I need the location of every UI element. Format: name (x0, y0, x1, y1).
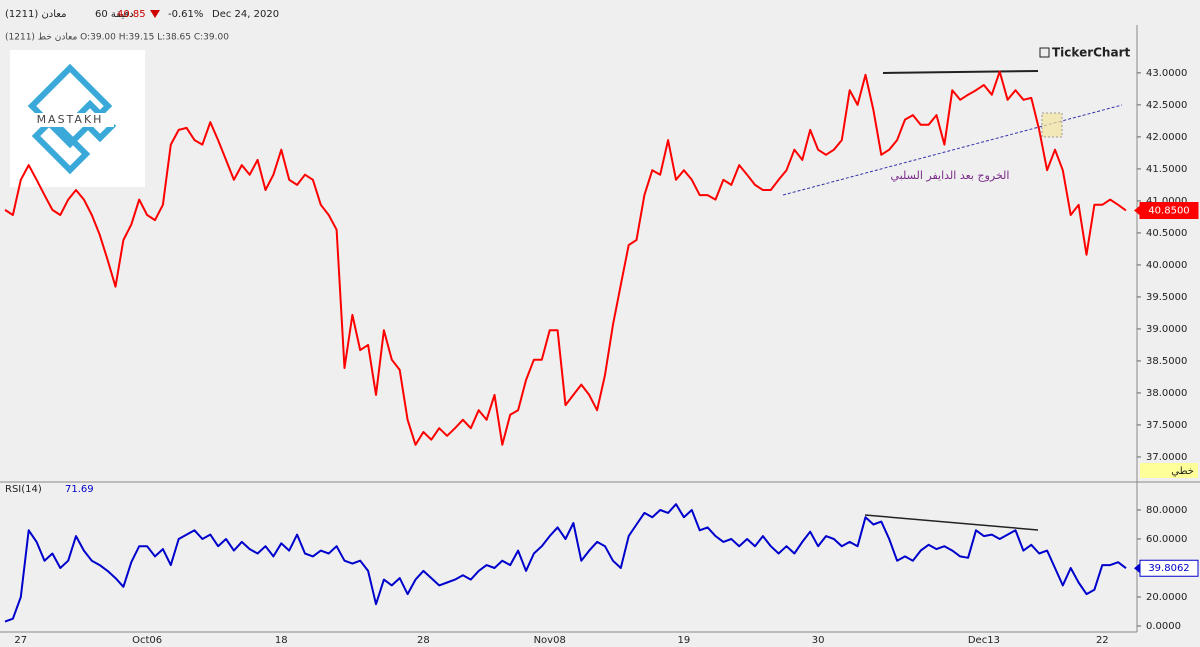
y-tick-label: 0.0000 (1146, 621, 1181, 632)
y-tick-label: 60.0000 (1146, 534, 1187, 545)
series-line (4, 70, 1127, 446)
y-tick-label: 37.5000 (1146, 420, 1187, 431)
x-tick-label: 18 (275, 635, 288, 646)
x-tick-label: 22 (1096, 635, 1109, 646)
last-value-label: 40.8500 (1148, 206, 1189, 217)
y-tick-label: 43.0000 (1146, 68, 1187, 79)
logo-text-bg (26, 113, 114, 127)
date: Dec 24, 2020 (212, 9, 279, 20)
logo-text: MASTAKH (37, 113, 104, 126)
y-tick-label: 38.5000 (1146, 356, 1187, 367)
y-tick-label: 39.5000 (1146, 292, 1187, 303)
ohlc: (1211) معادن خط O:39.00 H:39.15 L:38.65 … (5, 33, 229, 43)
rsi-label: RSI(14) (5, 484, 42, 495)
y-tick-label: 39.0000 (1146, 324, 1187, 335)
y-tick-label: 41.5000 (1146, 164, 1187, 175)
x-tick-label: Oct06 (132, 635, 162, 646)
series-line (4, 503, 1127, 623)
x-tick-label: 19 (678, 635, 691, 646)
price: 40.85 (117, 9, 146, 20)
x-tick-label: 27 (14, 635, 27, 646)
change: -0.61% (168, 9, 203, 20)
y-tick-label: 41.0000 (1146, 196, 1187, 207)
trend-line (882, 70, 1039, 74)
x-tick-label: 28 (417, 635, 430, 646)
x-tick-label: 30 (812, 635, 825, 646)
x-tick-label: Dec13 (968, 635, 1000, 646)
last-value-label: 39.8062 (1148, 563, 1189, 574)
logo: MASTAKH (10, 50, 145, 187)
y-tick-label: 40.5000 (1146, 228, 1187, 239)
last-value-pointer (1134, 205, 1140, 216)
annotation: الخروج بعد الدايفر السلبي (891, 169, 1010, 182)
y-tick-label: 38.0000 (1146, 388, 1187, 399)
trend-line-dashed (782, 104, 1123, 196)
y-tick-label: 37.0000 (1146, 452, 1187, 463)
last-value-pointer (1134, 563, 1140, 574)
y-tick-label: 40.0000 (1146, 260, 1187, 271)
trend-line-rsi (864, 514, 1039, 531)
brand: TickerChart (1052, 46, 1130, 60)
y-tick-label: 42.5000 (1146, 100, 1187, 111)
down-arrow (150, 10, 160, 18)
y-tick-label: 80.0000 (1146, 505, 1187, 516)
brand-icon (1039, 47, 1050, 58)
highlight-box (1041, 112, 1063, 138)
style-tag-label: خطي (1171, 466, 1194, 477)
y-tick-label: 20.0000 (1146, 592, 1187, 603)
y-tick-label: 42.0000 (1146, 132, 1187, 143)
interval: 60 دقيقة (95, 9, 134, 20)
x-tick-label: Nov08 (534, 635, 566, 646)
rsi-readout: 71.69 (65, 484, 94, 495)
style-tag (1140, 463, 1198, 478)
symbol: (1211) معادن (5, 9, 66, 20)
